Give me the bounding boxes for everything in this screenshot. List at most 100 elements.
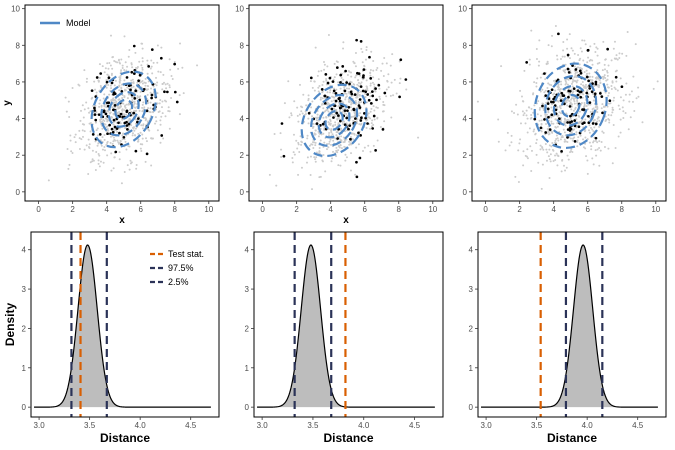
background-point bbox=[109, 64, 112, 67]
background-point bbox=[346, 114, 349, 117]
background-point bbox=[130, 86, 133, 89]
sample-point bbox=[349, 137, 352, 141]
background-point bbox=[522, 150, 525, 153]
background-point bbox=[106, 120, 109, 123]
background-point bbox=[141, 106, 144, 109]
background-point bbox=[562, 128, 565, 131]
background-point bbox=[121, 97, 124, 100]
background-point bbox=[570, 131, 573, 134]
background-point bbox=[550, 145, 553, 148]
background-point bbox=[156, 129, 159, 132]
sample-point bbox=[94, 118, 98, 122]
background-point bbox=[584, 43, 587, 46]
y-tick-label: 0 bbox=[245, 403, 250, 412]
sample-point bbox=[133, 97, 137, 100]
background-point bbox=[341, 120, 344, 123]
background-point bbox=[560, 83, 563, 86]
background-point bbox=[85, 101, 88, 104]
panel-density-bottom-right: 3.0 3.5 4.0 4.5 0 1 2 3 4 Distance bbox=[469, 231, 667, 445]
background-point bbox=[135, 118, 138, 121]
background-point bbox=[579, 47, 582, 50]
background-point bbox=[596, 54, 599, 57]
plot-area bbox=[257, 232, 435, 417]
background-point bbox=[328, 103, 331, 106]
background-point bbox=[71, 86, 74, 89]
background-point bbox=[359, 74, 362, 77]
background-point bbox=[337, 149, 340, 152]
background-point bbox=[283, 102, 286, 105]
background-point bbox=[578, 59, 581, 62]
background-point bbox=[552, 160, 555, 163]
background-point bbox=[583, 86, 586, 89]
background-point bbox=[372, 69, 375, 72]
background-point bbox=[347, 69, 350, 72]
sample-point bbox=[355, 160, 358, 164]
background-point bbox=[151, 72, 154, 75]
background-point bbox=[594, 76, 597, 79]
background-point bbox=[534, 133, 537, 136]
background-point bbox=[95, 110, 98, 113]
background-point bbox=[158, 102, 161, 105]
background-point bbox=[80, 109, 83, 112]
background-point bbox=[593, 119, 596, 122]
background-point bbox=[123, 79, 126, 82]
background-point bbox=[96, 134, 99, 137]
background-point bbox=[142, 124, 145, 127]
background-point bbox=[369, 82, 372, 85]
background-point bbox=[533, 128, 536, 131]
background-point bbox=[612, 108, 615, 111]
background-point bbox=[316, 113, 319, 116]
background-point bbox=[580, 83, 583, 86]
sample-point bbox=[558, 117, 561, 121]
y-tick-label: 3 bbox=[245, 285, 250, 294]
background-point bbox=[347, 98, 350, 101]
background-point bbox=[268, 173, 271, 176]
sample-point bbox=[360, 116, 363, 120]
background-point bbox=[576, 145, 579, 148]
background-point bbox=[103, 146, 106, 149]
sample-point bbox=[381, 127, 385, 131]
background-point bbox=[364, 58, 367, 61]
background-point bbox=[147, 80, 150, 83]
sample-point bbox=[571, 64, 574, 68]
background-point bbox=[624, 111, 627, 114]
background-point bbox=[569, 151, 572, 154]
sample-point bbox=[127, 122, 131, 126]
background-point bbox=[109, 111, 112, 114]
background-point bbox=[334, 101, 337, 104]
background-point bbox=[564, 134, 567, 137]
background-point bbox=[386, 79, 389, 82]
background-point bbox=[149, 111, 152, 114]
y-tick-label: 3 bbox=[22, 285, 27, 294]
model-contour bbox=[107, 91, 140, 128]
background-point bbox=[497, 140, 500, 143]
background-point bbox=[530, 113, 533, 116]
background-point bbox=[169, 68, 172, 71]
background-point bbox=[547, 111, 550, 114]
background-point bbox=[345, 87, 348, 90]
background-point bbox=[319, 96, 322, 99]
sample-point bbox=[339, 119, 342, 123]
background-point bbox=[589, 75, 592, 78]
background-point bbox=[124, 89, 127, 92]
sample-point bbox=[343, 109, 347, 113]
background-point bbox=[519, 138, 522, 141]
background-point bbox=[566, 154, 569, 157]
background-point bbox=[112, 136, 115, 139]
x-tick-label: 10 bbox=[428, 205, 437, 214]
sample-point bbox=[134, 89, 138, 93]
background-point bbox=[314, 160, 317, 163]
x-tick-label: 10 bbox=[651, 205, 660, 214]
background-point bbox=[101, 65, 104, 68]
background-point bbox=[326, 143, 329, 146]
background-point bbox=[333, 87, 336, 90]
background-point bbox=[342, 41, 345, 44]
background-point bbox=[329, 89, 332, 92]
sample-point bbox=[368, 55, 371, 59]
background-point bbox=[350, 103, 353, 106]
y-tick-label: 1 bbox=[245, 364, 250, 373]
background-point bbox=[182, 92, 185, 95]
background-point bbox=[126, 86, 129, 89]
background-point bbox=[354, 103, 357, 106]
background-point bbox=[91, 149, 94, 152]
